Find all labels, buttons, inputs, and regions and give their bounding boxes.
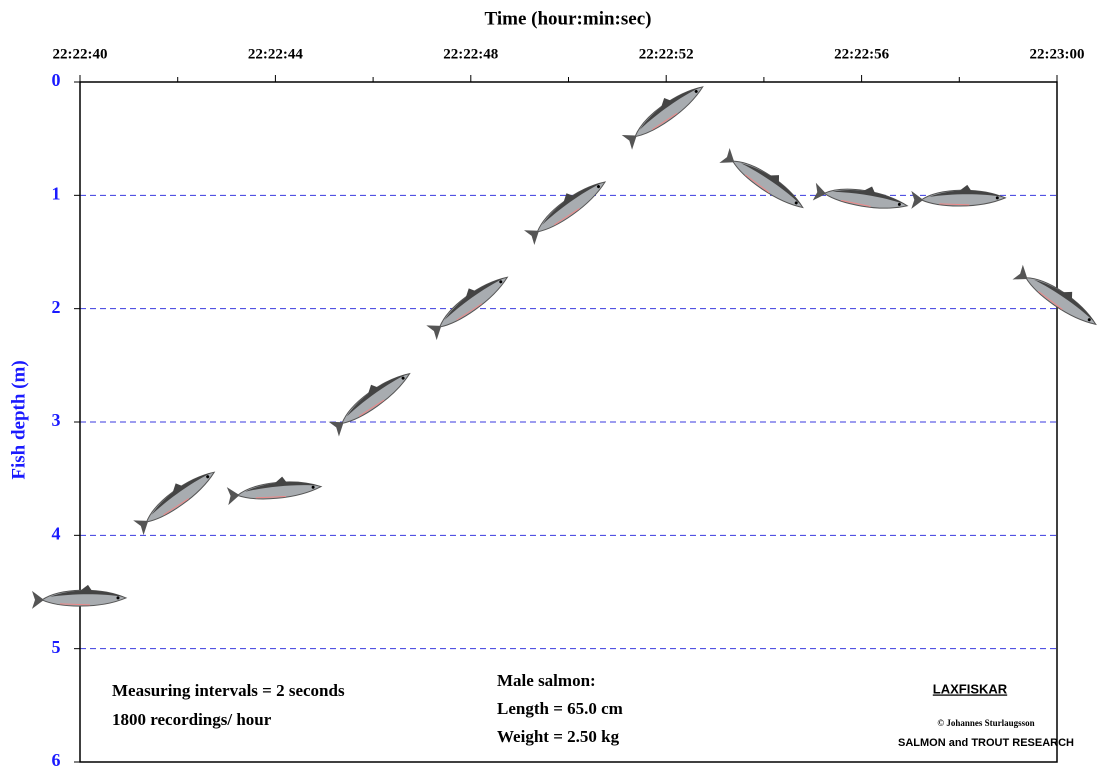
fish-back bbox=[542, 182, 603, 225]
fish-eye bbox=[1087, 318, 1091, 322]
fish bbox=[812, 182, 909, 209]
fish bbox=[911, 184, 1007, 209]
y-tick-label: 0 bbox=[52, 70, 61, 90]
fish-tail bbox=[812, 182, 827, 201]
fish-back bbox=[832, 190, 906, 205]
plot-frame bbox=[79, 81, 1058, 763]
fish-fin bbox=[769, 175, 780, 183]
fish-fin bbox=[661, 97, 671, 108]
annotation: Length = 65.0 cm bbox=[497, 699, 623, 718]
fish-eye bbox=[995, 196, 999, 200]
fish-tail bbox=[524, 230, 540, 245]
fish-eye bbox=[694, 89, 698, 93]
fish-belly bbox=[255, 495, 286, 499]
x-tick-label: 22:22:48 bbox=[443, 46, 498, 62]
fish bbox=[524, 181, 607, 245]
logo: LAXFISKAR bbox=[933, 681, 1008, 696]
fish-fin bbox=[367, 384, 378, 395]
x-tick-label: 22:22:52 bbox=[639, 46, 694, 62]
fish-back bbox=[444, 277, 506, 321]
fish-fin bbox=[863, 186, 875, 194]
annotation: Male salmon: bbox=[497, 671, 596, 690]
fish-belly bbox=[744, 174, 770, 194]
y-tick-label: 4 bbox=[52, 523, 61, 543]
fish-body bbox=[341, 372, 411, 425]
fish-body bbox=[438, 276, 509, 328]
fish-tail bbox=[621, 135, 637, 150]
fish-tail bbox=[426, 325, 442, 341]
fish-eye bbox=[499, 280, 503, 284]
organization: SALMON and TROUT RESEARCH bbox=[898, 737, 1074, 749]
fish-eye bbox=[596, 185, 600, 189]
fish-fin bbox=[80, 584, 92, 591]
fish-back bbox=[639, 87, 701, 130]
fish bbox=[719, 148, 804, 209]
x-tick-label: 22:22:40 bbox=[53, 46, 108, 62]
x-axis-title: Time (hour:min:sec) bbox=[485, 8, 652, 29]
x-tick-label: 22:22:56 bbox=[834, 46, 889, 62]
fish-fin bbox=[1062, 291, 1073, 300]
y-tick-label: 6 bbox=[52, 750, 61, 770]
y-tick-label: 1 bbox=[52, 183, 61, 203]
annotation: Weight = 2.50 kg bbox=[497, 727, 620, 746]
fish-belly bbox=[939, 203, 970, 206]
fish-body bbox=[1024, 277, 1097, 326]
copyright: © Johannes Sturlaugsson bbox=[937, 718, 1034, 728]
fish bbox=[328, 372, 411, 437]
fish-tail bbox=[911, 190, 924, 209]
fish bbox=[133, 471, 216, 536]
fish-eye bbox=[401, 376, 405, 380]
fish-back bbox=[929, 190, 1004, 197]
fish-tail bbox=[133, 520, 149, 536]
fish-fin bbox=[274, 476, 287, 484]
fish-fin bbox=[563, 193, 574, 203]
annotation: 1800 recordings/ hour bbox=[112, 710, 272, 729]
fish-eye bbox=[794, 201, 798, 205]
fish-body bbox=[145, 471, 216, 523]
fish bbox=[621, 86, 704, 150]
fish-belly bbox=[841, 199, 871, 207]
fish-tail bbox=[328, 421, 344, 437]
fish bbox=[226, 476, 323, 506]
fish-eye bbox=[116, 596, 120, 600]
fish-body bbox=[634, 86, 704, 138]
y-tick-label: 2 bbox=[52, 297, 61, 317]
fish-body bbox=[823, 188, 909, 209]
fish-belly bbox=[651, 112, 678, 131]
fish-back bbox=[50, 590, 124, 597]
x-tick-label: 22:23:00 bbox=[1030, 46, 1085, 62]
y-axis-title: Fish depth (m) bbox=[8, 360, 29, 479]
x-tick-label: 22:22:44 bbox=[248, 46, 303, 62]
fish-fin bbox=[465, 288, 476, 298]
fish-fin bbox=[172, 483, 183, 493]
fish bbox=[426, 276, 509, 341]
fish-tail bbox=[719, 148, 735, 163]
fish-belly bbox=[1038, 291, 1063, 310]
fish bbox=[1012, 264, 1097, 326]
fish-back bbox=[151, 472, 213, 515]
fish-eye bbox=[206, 475, 210, 479]
fish-tail bbox=[32, 590, 44, 609]
fish-body bbox=[236, 481, 323, 500]
fish-belly bbox=[163, 498, 190, 516]
fish-body bbox=[731, 160, 804, 209]
fish bbox=[32, 584, 128, 609]
fish-belly bbox=[554, 208, 580, 226]
fish-tail bbox=[1012, 264, 1028, 280]
fish-belly bbox=[59, 603, 91, 606]
fish-tail bbox=[226, 487, 240, 506]
fish-belly bbox=[358, 399, 385, 417]
fish-body bbox=[536, 181, 607, 233]
fish-back bbox=[346, 373, 408, 417]
fish-fin bbox=[959, 184, 972, 191]
fish-belly bbox=[456, 303, 483, 321]
fish-eye bbox=[897, 202, 901, 206]
fish-eye bbox=[311, 485, 315, 489]
y-tick-label: 5 bbox=[52, 637, 61, 657]
y-tick-label: 3 bbox=[52, 410, 61, 430]
annotation: Measuring intervals = 2 seconds bbox=[112, 681, 345, 700]
fish-back bbox=[245, 482, 320, 492]
